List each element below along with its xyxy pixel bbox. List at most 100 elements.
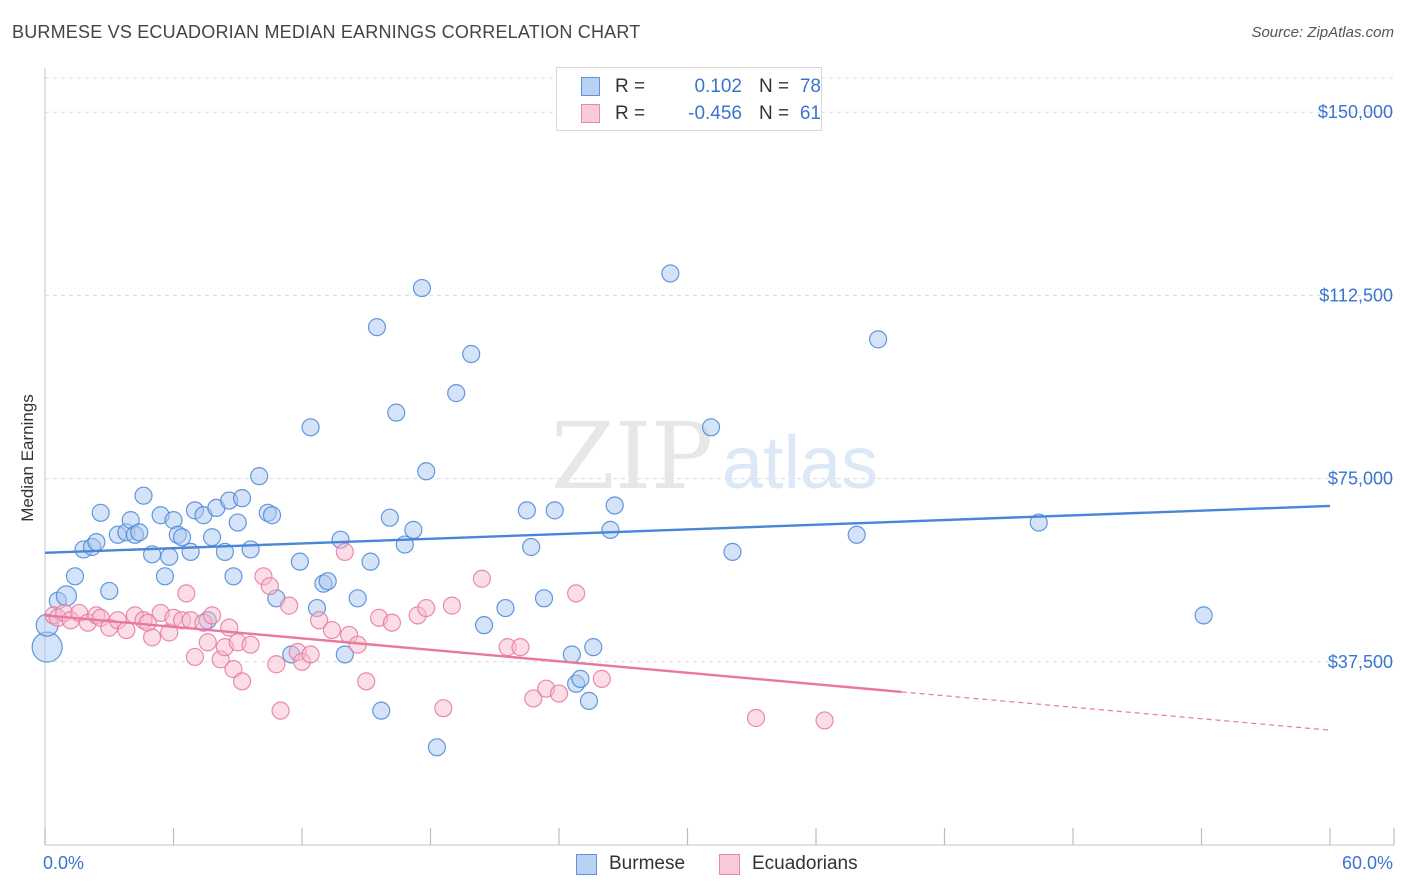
data-point [380,508,399,527]
legend: R = 0.102 N = 78 R = -0.456 N = 61 [556,67,822,131]
data-point [442,596,462,615]
data-point [549,684,569,703]
data-point [522,537,541,557]
data-point [723,542,742,561]
data-point [605,496,624,515]
data-point [661,264,680,283]
data-point [474,616,494,635]
data-point [372,701,391,720]
data-point [224,567,243,586]
data-point [267,655,286,674]
data-point [155,567,175,586]
y-tick-label: $37,500 [1328,652,1393,672]
y-axis-label: Median Earnings [18,394,37,522]
legend-swatch-burmese [581,77,600,96]
data-point [335,645,354,664]
data-point [382,613,402,632]
data-point [815,711,834,730]
data-point [228,513,247,532]
data-point [348,589,367,608]
data-point [142,628,162,647]
legend-n-label: N = [759,103,790,124]
data-point [202,606,222,625]
trend-line [44,504,1331,555]
data-point [1194,606,1213,625]
data-point [592,669,611,688]
data-point [534,589,554,608]
data-point [847,525,866,544]
data-point [160,547,179,566]
data-point [434,699,453,718]
data-point [181,542,200,561]
series-ecuadorians [44,542,834,730]
data-point [134,486,153,505]
data-point [571,669,590,688]
data-point [301,418,320,437]
data-point [472,569,491,588]
data-point [417,462,436,481]
data-point [545,501,564,520]
data-point [367,318,387,337]
bottom-legend-swatch-ecuadorians [719,854,740,875]
data-point [322,620,342,640]
data-point [241,540,260,559]
data-point [869,330,888,349]
data-point [579,691,599,710]
data-point [87,533,106,552]
data-point [130,523,149,542]
legend-swatch-ecuadorians [581,104,600,123]
data-point [318,572,337,591]
watermark-zip: ZIP [551,403,713,510]
x-tick-label-max: 60.0% [1342,853,1393,873]
data-point [404,520,423,539]
data-point [198,633,217,652]
y-tick-label: $150,000 [1318,102,1393,122]
data-point [65,567,85,586]
data-point [172,528,192,547]
data-point [746,708,766,728]
data-point [241,635,260,654]
axes [44,68,1395,846]
legend-r-label: R = [615,76,646,97]
data-point [271,701,290,720]
tick-labels: $37,500 $75,000 $112,500 $150,000 0.0% 60.0% [43,102,1393,873]
data-point [496,598,515,618]
data-point [250,467,269,486]
legend-n-label: N = [759,76,790,97]
data-point [301,645,320,664]
bottom-legend-label-ecuadorians: Ecuadorians [752,853,858,874]
data-point [701,418,721,437]
legend-r-value: 0.102 [694,76,742,97]
data-point [387,403,406,422]
data-point [357,672,376,691]
data-point [524,689,543,708]
data-point [262,506,282,525]
data-point [417,598,436,618]
data-point [232,489,252,508]
chart-title: BURMESE VS ECUADORIAN MEDIAN EARNINGS CO… [12,22,641,42]
trend-line-extension [901,691,1331,731]
data-point [601,520,620,539]
legend-n-value: 61 [799,103,821,124]
watermark: ZIP atlas [551,403,878,510]
data-point [584,638,603,657]
data-point [55,585,78,607]
data-point [202,528,222,547]
data-point [567,584,586,603]
chart-source: Source: ZipAtlas.com [1251,24,1394,41]
data-point [177,584,196,603]
data-point [280,596,299,615]
grid-lines [45,77,1394,663]
watermark-atlas: atlas [722,421,878,504]
y-tick-label: $75,000 [1328,469,1393,489]
series-burmese [31,264,1213,757]
trend-lines [44,504,1331,731]
legend-n-value: 78 [799,76,821,97]
data-point [260,576,279,596]
y-tick-label: $112,500 [1319,285,1393,305]
data-point [462,344,481,364]
data-point [361,552,380,571]
bottom-legend-label-burmese: Burmese [609,853,686,874]
data-point [335,542,354,561]
